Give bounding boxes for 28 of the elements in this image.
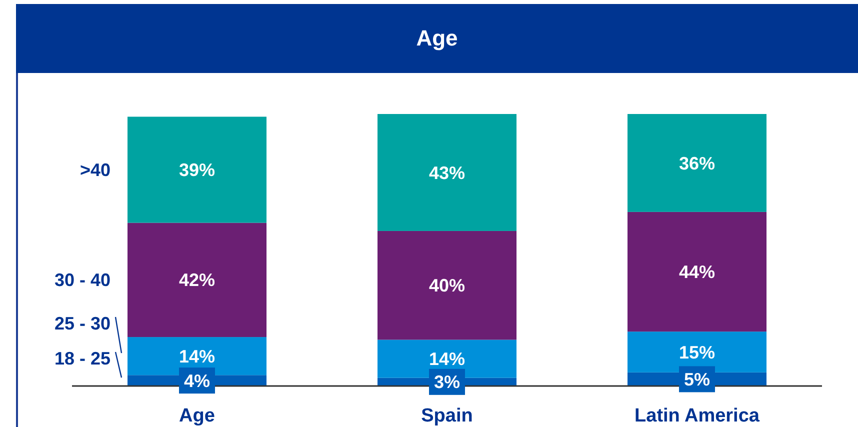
x-tick-label: Age <box>179 406 215 427</box>
bar <box>628 332 766 372</box>
data-label: 43% <box>428 162 466 183</box>
data-label: 5% <box>684 370 710 390</box>
data-label: 15% <box>678 342 716 362</box>
data-label: 39% <box>178 160 216 180</box>
bar <box>378 114 516 231</box>
data-label: 4% <box>184 370 210 391</box>
data-label: 3% <box>434 372 460 392</box>
data-label: 14% <box>428 349 466 370</box>
series-label: >40 <box>80 160 110 180</box>
bar <box>128 337 266 376</box>
bar <box>628 114 766 212</box>
bar <box>628 212 766 332</box>
data-label: 42% <box>178 270 216 290</box>
series-label: 25 - 30 <box>54 313 110 334</box>
bar <box>378 230 516 340</box>
data-label: 14% <box>178 346 216 366</box>
bar <box>128 222 266 338</box>
data-label: 40% <box>428 276 466 296</box>
x-tick-label: Spain <box>421 406 473 427</box>
bar <box>128 116 266 223</box>
data-label: 44% <box>678 262 716 282</box>
series-label: 30 - 40 <box>54 270 110 290</box>
x-tick-label: Latin America <box>634 406 760 427</box>
series-label: 18 - 25 <box>54 348 110 368</box>
data-label: 36% <box>678 153 716 174</box>
chart-title: Age <box>416 26 458 51</box>
